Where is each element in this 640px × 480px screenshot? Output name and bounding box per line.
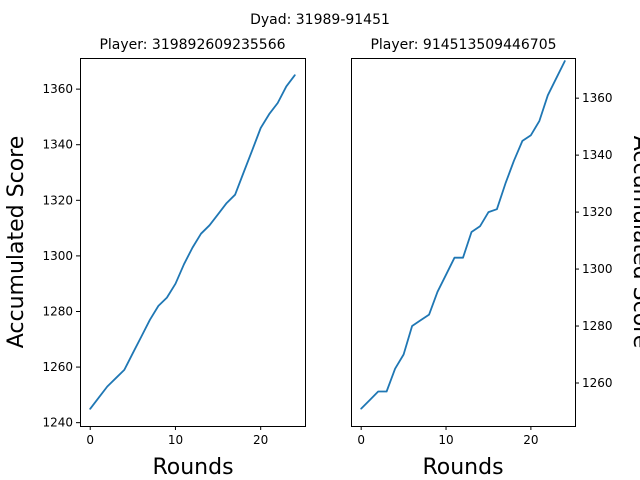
- right-chart-ytick-label: 1260: [582, 376, 613, 390]
- figure-suptitle: Dyad: 31989-91451: [250, 12, 390, 28]
- left-chart-ytick-label: 1360: [42, 82, 73, 96]
- left-chart-series-line: [89, 74, 296, 410]
- right-chart-axes-frame: [351, 58, 576, 427]
- right-chart-ytick-label: 1320: [582, 205, 613, 219]
- right-chart-ylabel: Accumulated Score: [628, 136, 640, 349]
- right-chart-xlabel: Rounds: [422, 455, 503, 480]
- left-chart-axes-frame: [80, 58, 306, 427]
- left-chart-xtick-label: 20: [253, 433, 268, 447]
- left-chart-ytick-label: 1320: [42, 193, 73, 207]
- left-chart-ytick-label: 1300: [42, 249, 73, 263]
- right-chart-xtick-label: 0: [357, 433, 365, 447]
- right-chart-ticks: 0 10 20 1260 1280 1300 1320 1340 1360: [357, 91, 612, 447]
- left-chart-xtick-label: 10: [168, 433, 183, 447]
- right-chart-xtick-label: 20: [523, 433, 538, 447]
- right-chart-title: Player: 914513509446705: [370, 37, 556, 53]
- left-chart-ytick-label: 1260: [42, 360, 73, 374]
- left-chart-panel: Player: 319892609235566 0 10 20 1240 1260 128…: [4, 37, 306, 480]
- right-chart-panel: Player: 914513509446705 0 10 20 1260 1280 130…: [351, 37, 640, 480]
- left-chart-ylabel: Accumulated Score: [4, 136, 29, 349]
- right-chart-series-line: [360, 60, 566, 410]
- left-chart-ytick-label: 1280: [42, 304, 73, 318]
- right-chart-ytick-label: 1360: [582, 91, 613, 105]
- left-chart-title: Player: 319892609235566: [99, 37, 285, 53]
- left-chart-ytick-label: 1240: [42, 416, 73, 430]
- right-chart-xtick-label: 10: [438, 433, 453, 447]
- right-chart-ytick-label: 1300: [582, 262, 613, 276]
- left-chart-xlabel: Rounds: [152, 455, 233, 480]
- right-chart-ytick-label: 1340: [582, 148, 613, 162]
- right-chart-ytick-label: 1280: [582, 319, 613, 333]
- left-chart-ticks: 0 10 20 1240 1260 1280 1300 1320 1340 1360: [42, 82, 268, 447]
- left-chart-xtick-label: 0: [86, 433, 94, 447]
- left-chart-ytick-label: 1340: [42, 138, 73, 152]
